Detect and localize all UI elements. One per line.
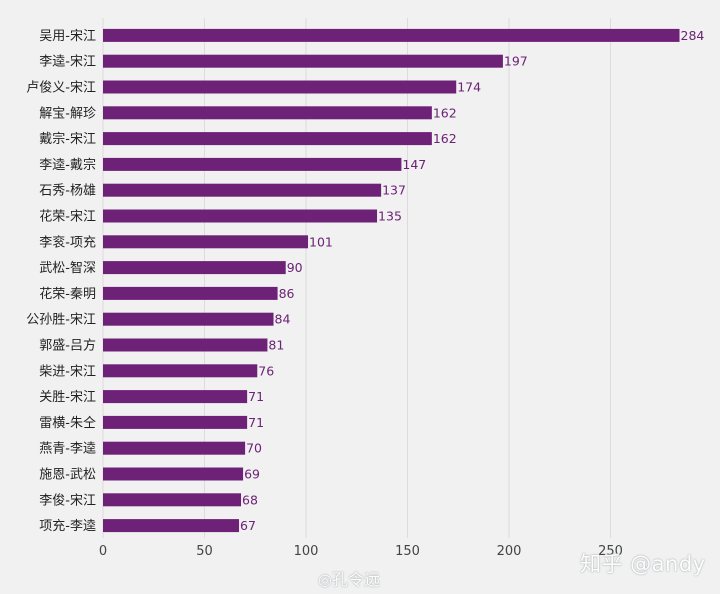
category-label: 项充-李逵	[39, 518, 96, 534]
bar	[103, 235, 309, 249]
x-tick-label: 50	[196, 544, 213, 559]
bar	[103, 467, 244, 481]
category-label: 柴进-宋江	[39, 364, 96, 379]
bar	[103, 54, 503, 68]
bar	[103, 132, 432, 146]
data-label: 197	[504, 54, 528, 69]
data-label: 137	[382, 183, 406, 198]
data-label: 84	[275, 312, 291, 327]
category-label: 武松-智深	[39, 261, 96, 276]
bar	[103, 338, 268, 352]
category-label: 石秀-杨雄	[39, 184, 96, 199]
x-tick-label: 200	[497, 544, 522, 559]
category-label: 花荣-秦明	[39, 286, 96, 302]
category-label: 解宝-解珍	[39, 106, 96, 121]
bar	[103, 106, 432, 120]
data-label: 68	[242, 492, 258, 507]
bar	[103, 286, 278, 300]
weibo-watermark: ◎孔令远	[318, 566, 380, 590]
data-label: 86	[279, 286, 295, 301]
data-label: 174	[457, 80, 481, 95]
category-label: 花荣-宋江	[39, 209, 96, 225]
zhihu-watermark: 知乎 @andy	[580, 552, 706, 576]
data-label: 90	[287, 260, 303, 275]
category-label: 燕青-李逵	[39, 442, 96, 457]
data-label: 162	[433, 105, 457, 120]
category-label: 李俊-宋江	[39, 493, 96, 508]
category-label: 吴用-宋江	[39, 29, 96, 44]
bar	[103, 80, 457, 94]
data-label: 162	[433, 131, 457, 146]
category-label: 李衮-项充	[39, 234, 96, 250]
x-tick-label: 0	[99, 544, 107, 559]
data-label: 67	[240, 518, 256, 533]
data-label: 70	[246, 441, 262, 456]
category-label: 施恩-武松	[39, 468, 96, 483]
bar	[103, 28, 680, 42]
data-label: 71	[248, 389, 264, 404]
data-label: 147	[402, 157, 426, 172]
data-label: 135	[378, 209, 402, 224]
bar	[103, 157, 402, 171]
bar	[103, 493, 242, 507]
data-label: 76	[258, 363, 274, 378]
bar	[103, 390, 248, 404]
bar	[103, 415, 248, 429]
x-tick-label: 100	[294, 544, 319, 559]
bar	[103, 183, 382, 197]
data-label: 71	[248, 415, 264, 430]
data-label: 69	[244, 467, 260, 482]
category-label: 李逵-戴宗	[39, 157, 96, 173]
bar	[103, 312, 274, 326]
x-tick-label: 250	[598, 544, 623, 559]
category-label: 卢俊义-宋江	[26, 80, 96, 96]
category-label: 郭盛-吕方	[39, 338, 96, 354]
data-label: 284	[681, 28, 705, 43]
bar	[103, 364, 258, 378]
weibo-watermark-text: 孔令远	[331, 570, 380, 589]
category-label: 公孙胜-宋江	[26, 313, 96, 328]
category-label: 戴宗-宋江	[39, 131, 96, 147]
category-label: 李逵-宋江	[39, 55, 96, 70]
x-tick-label: 150	[395, 544, 420, 559]
bar	[103, 261, 286, 275]
bar	[103, 441, 246, 455]
category-label: 雷横-朱仝	[39, 416, 96, 431]
data-label: 101	[309, 234, 333, 249]
bar	[103, 519, 240, 533]
bar	[103, 209, 378, 223]
category-label: 关胜-宋江	[39, 390, 96, 405]
weibo-logo-icon: ◎	[318, 570, 332, 589]
data-label: 81	[268, 338, 284, 353]
